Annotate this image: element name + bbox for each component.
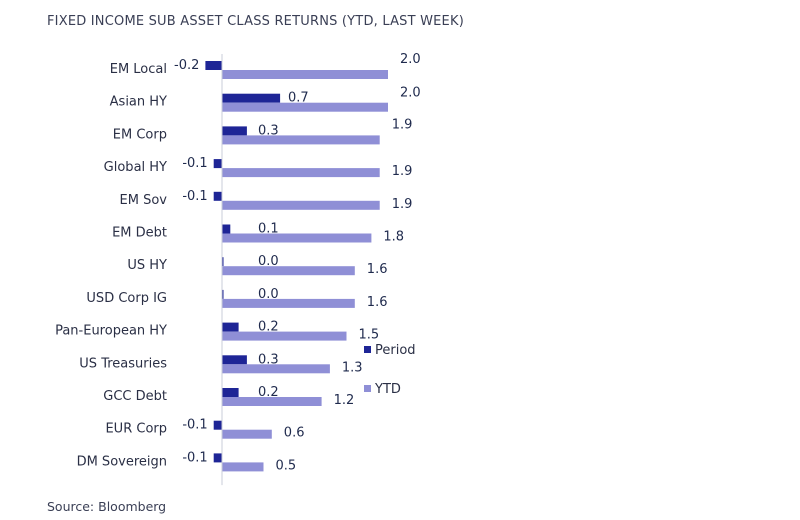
- ytd-bar-asian-hy: [222, 102, 388, 112]
- ytd-value-label-us-treasuries: 1.3: [342, 360, 363, 375]
- ytd-value-label-usd-corp-ig: 1.6: [367, 295, 388, 310]
- legend: Period YTD: [364, 343, 416, 397]
- ytd-bar-pan-european-hy: [222, 331, 347, 341]
- legend-swatch-ytd: [364, 385, 371, 392]
- category-label-pan-european-hy: Pan-European HY: [55, 324, 167, 339]
- period-bar-asian-hy: [222, 93, 281, 103]
- category-label-em-debt: EM Debt: [112, 226, 167, 241]
- ytd-bar-em-corp: [222, 135, 380, 145]
- ytd-value-label-em-sov: 1.9: [392, 197, 413, 212]
- category-label-em-corp: EM Corp: [113, 127, 167, 142]
- category-label-eur-corp: EUR Corp: [105, 422, 167, 437]
- category-label-gcc-debt: GCC Debt: [103, 389, 167, 404]
- period-bar-eur-corp: [213, 420, 222, 430]
- period-value-label-gcc-debt: 0.2: [258, 385, 279, 400]
- ytd-bar-gcc-debt: [222, 397, 322, 406]
- ytd-value-label-em-corp: 1.9: [392, 117, 413, 132]
- ytd-value-label-global-hy: 1.9: [392, 164, 413, 179]
- period-value-label-em-local: -0.2: [174, 58, 199, 73]
- period-value-label-us-hy: 0.0: [258, 254, 279, 269]
- period-value-label-eur-corp: -0.1: [182, 418, 207, 433]
- ytd-value-label-us-hy: 1.6: [367, 262, 388, 277]
- period-value-label-em-corp: 0.3: [258, 123, 279, 138]
- period-value-label-us-treasuries: 0.3: [258, 352, 279, 367]
- period-value-label-pan-european-hy: 0.2: [258, 320, 279, 335]
- ytd-value-label-pan-european-hy: 1.5: [359, 328, 380, 343]
- period-bar-em-local: [205, 61, 222, 70]
- legend-swatch-period: [364, 346, 371, 353]
- category-label-dm-sovereign: DM Sovereign: [77, 454, 167, 469]
- ytd-bar-em-sov: [222, 200, 380, 210]
- ytd-bar-usd-corp-ig: [222, 298, 355, 308]
- ytd-bar-us-hy: [222, 266, 355, 276]
- period-bar-gcc-debt: [222, 388, 239, 397]
- chart-title: FIXED INCOME SUB ASSET CLASS RETURNS (YT…: [47, 14, 464, 29]
- period-bar-em-debt: [222, 224, 231, 234]
- period-value-label-dm-sovereign: -0.1: [182, 450, 207, 465]
- ytd-value-label-eur-corp: 0.6: [284, 426, 305, 441]
- period-bar-dm-sovereign: [213, 453, 222, 463]
- source-note: Source: Bloomberg: [47, 499, 167, 514]
- ytd-bar-em-debt: [222, 233, 372, 243]
- period-bar-usd-corp-ig: [222, 289, 224, 299]
- ytd-value-label-em-local: 2.0: [400, 52, 421, 67]
- ytd-value-label-dm-sovereign: 0.5: [276, 458, 297, 473]
- ytd-value-label-asian-hy: 2.0: [400, 86, 421, 101]
- ytd-value-label-em-debt: 1.8: [383, 230, 404, 245]
- category-label-asian-hy: Asian HY: [110, 95, 167, 110]
- period-bar-us-treasuries: [222, 355, 247, 365]
- category-label-global-hy: Global HY: [104, 160, 167, 175]
- category-label-usd-corp-ig: USD Corp IG: [86, 291, 167, 306]
- ytd-bar-dm-sovereign: [222, 462, 264, 472]
- category-label-em-sov: EM Sov: [120, 193, 168, 208]
- value-labels: -0.2 2.0 0.7 2.0 0.3 1.9 -0.1 1.9 -0.1 1.9 0.1 1.8 0…: [174, 52, 421, 473]
- ytd-value-label-gcc-debt: 1.2: [334, 393, 355, 408]
- period-bar-em-sov: [213, 191, 222, 201]
- period-value-label-usd-corp-ig: 0.0: [258, 287, 279, 302]
- period-bar-em-corp: [222, 126, 247, 136]
- period-bar-global-hy: [213, 159, 222, 169]
- period-bar-pan-european-hy: [222, 322, 239, 332]
- category-label-em-local: EM Local: [110, 62, 167, 77]
- period-value-label-asian-hy: 0.7: [288, 91, 309, 106]
- category-labels: EM Local Asian HY EM Corp Global HY EM Sov EM…: [55, 62, 167, 469]
- period-bar-us-hy: [222, 257, 224, 267]
- period-value-label-em-sov: -0.1: [182, 189, 207, 204]
- ytd-bar-eur-corp: [222, 429, 272, 439]
- legend-label-ytd: YTD: [374, 382, 401, 397]
- ytd-bar-us-treasuries: [222, 364, 330, 374]
- ytd-bar-global-hy: [222, 168, 380, 178]
- category-label-us-hy: US HY: [127, 258, 167, 273]
- bars: [205, 61, 388, 472]
- legend-label-period: Period: [375, 343, 416, 358]
- ytd-bar-em-local: [222, 70, 388, 79]
- period-value-label-em-debt: 0.1: [258, 222, 279, 237]
- category-label-us-treasuries: US Treasuries: [79, 356, 167, 371]
- period-value-label-global-hy: -0.1: [182, 156, 207, 171]
